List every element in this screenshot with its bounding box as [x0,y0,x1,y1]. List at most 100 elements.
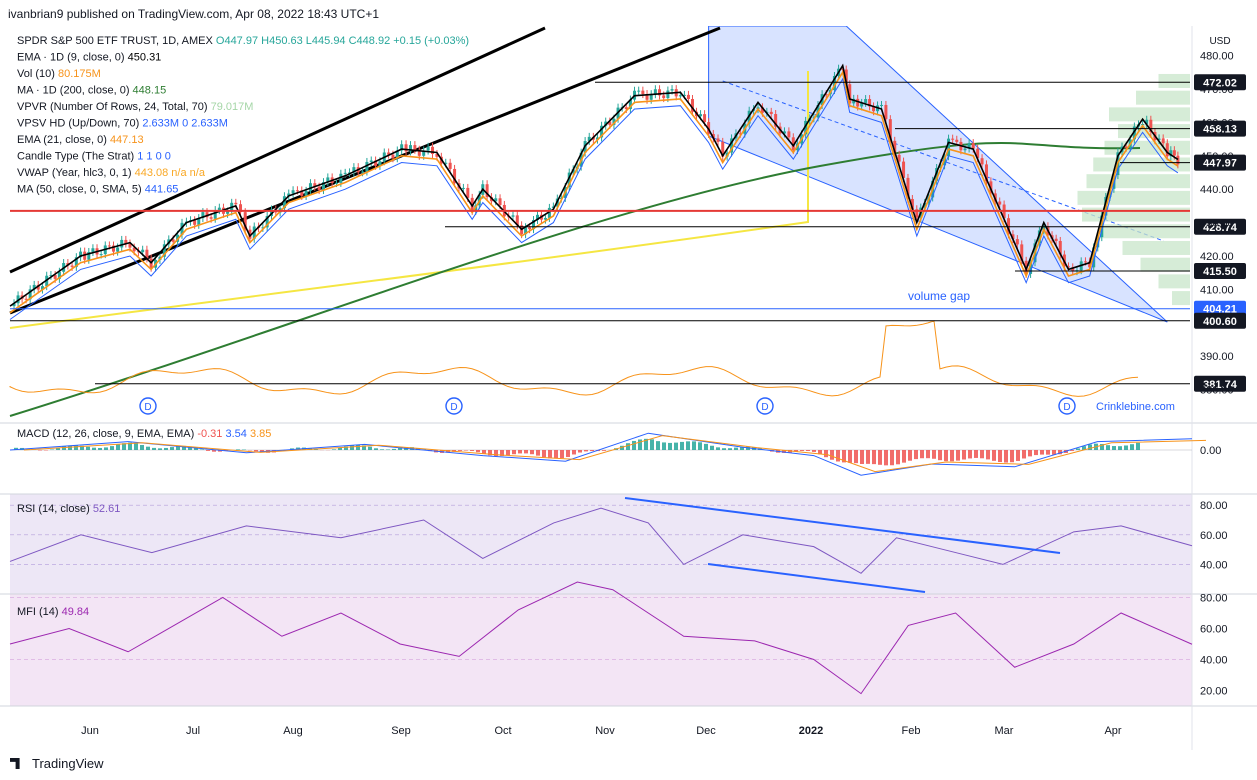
candle-body [804,120,808,135]
price-label-box [1194,154,1246,171]
candle-body [32,284,36,290]
macd-histogram-bar [236,449,240,450]
macd-histogram-bar [1076,448,1080,450]
macd-histogram-bar [908,450,912,461]
candle-body [662,95,666,99]
macd-histogram-bar [1124,445,1128,450]
price-label-box [1194,312,1246,329]
candle-body [791,137,795,151]
macd-histogram-bar [1028,450,1032,457]
macd-histogram-bar [1022,450,1026,459]
macd-histogram-bar [386,449,390,450]
candle-body [1071,267,1075,272]
candle-body [1088,261,1092,268]
macd-histogram-bar [122,443,126,450]
macd-histogram-bar [980,450,984,459]
trendline-lower [9,26,721,315]
candle-body [369,160,373,162]
legend-value: 2.633M 0 2.633M [142,118,228,130]
macd-histogram-bar [638,439,642,450]
price-axis-tick: 390.00 [1200,351,1234,363]
macd-histogram-bar [1112,446,1116,450]
candle-body [448,162,452,169]
candle-body [387,152,391,155]
macd-histogram-bar [824,450,828,458]
price-label: 381.74 [1203,379,1238,391]
macd-histogram-bar [878,450,882,465]
legend-value: 448.15 [133,85,167,97]
candle-body [637,90,641,92]
dividend-marker [139,397,157,415]
rsi-trendline-lower [707,563,926,593]
volume-profile-bar [1172,291,1190,306]
volume-profile-bar [1158,274,1190,289]
macd-value: 3.85 [250,428,271,440]
publisher-header: ivanbrian9 published on TradingView.com,… [0,0,1257,26]
time-axis-label: Mar [995,725,1014,737]
macd-histogram-bar [1082,446,1086,450]
macd-histogram-bar [1040,450,1044,455]
price-axis-tick: 420.00 [1200,251,1234,263]
candle-body [209,217,213,219]
macd-histogram-bar [848,450,852,463]
candle-body [711,133,715,139]
macd-histogram-bar [170,447,174,450]
macd-histogram-bar [392,448,396,450]
macd-histogram-bar [86,446,90,450]
candle-body [587,136,591,142]
candle-body [435,153,439,157]
candle-body [703,114,707,123]
candle-body [906,177,910,199]
candle-body [1058,240,1062,255]
price-label-box [1194,375,1246,392]
candle-body [963,148,967,151]
candle-body [494,198,498,202]
volume-profile-bar [1109,107,1190,122]
macd-histogram-bar [260,450,264,453]
tradingview-logo[interactable]: TradingView [10,756,104,771]
macd-title: MACD (12, 26, close, 9, EMA, EMA) -0.31 … [17,428,271,440]
candle-body [291,190,295,194]
candle-body [1132,126,1136,140]
candle-body [282,196,286,209]
macd-histogram-bar [620,445,624,450]
macd-histogram-bar [950,450,954,462]
candle-body [1092,247,1096,268]
candle-body [910,198,914,210]
candle-body [848,84,852,104]
time-axis-label: Nov [595,725,615,737]
legend-value: 1 1 0 0 [137,151,171,163]
price-axis-tick: 380.00 [1200,385,1234,397]
price-label: 472.02 [1203,77,1237,89]
candle-body [595,137,599,140]
macd-histogram-bar [866,450,870,464]
candle-body [1015,239,1019,245]
macd-histogram-bar [182,445,186,450]
candle-body [1020,244,1024,261]
time-axis-label: Dec [696,725,716,737]
candle-body [604,121,608,126]
candle-body [111,245,115,252]
volume-profile-bar [1100,224,1190,239]
mfi-axis-tick: 40.00 [1200,655,1228,667]
macd-histogram-bar [104,447,108,450]
mfi-axis-tick: 80.00 [1200,593,1228,605]
mfi-axis-tick: 20.00 [1200,686,1228,698]
candle-body [226,211,230,214]
price-label: 400.60 [1203,316,1237,328]
candle-body [897,154,901,162]
candle-body [1029,262,1033,274]
macd-histogram-bar [362,445,366,450]
macd-histogram-bar [554,450,558,459]
macd-histogram-bar [890,450,894,466]
candle-body [902,161,906,178]
candle-body [124,239,128,244]
dividend-marker-label: D [450,402,457,413]
chart-area[interactable]: 472.02 458.13 447.97 428.74 415.50 404.21400.… [0,26,1257,750]
price-label: 415.50 [1203,266,1237,278]
candle-body [426,146,430,151]
macd-histogram-bar [140,445,144,450]
macd-histogram-bar [128,442,132,450]
volume-profile-bar [1086,174,1190,189]
rsi-line [9,507,1193,574]
